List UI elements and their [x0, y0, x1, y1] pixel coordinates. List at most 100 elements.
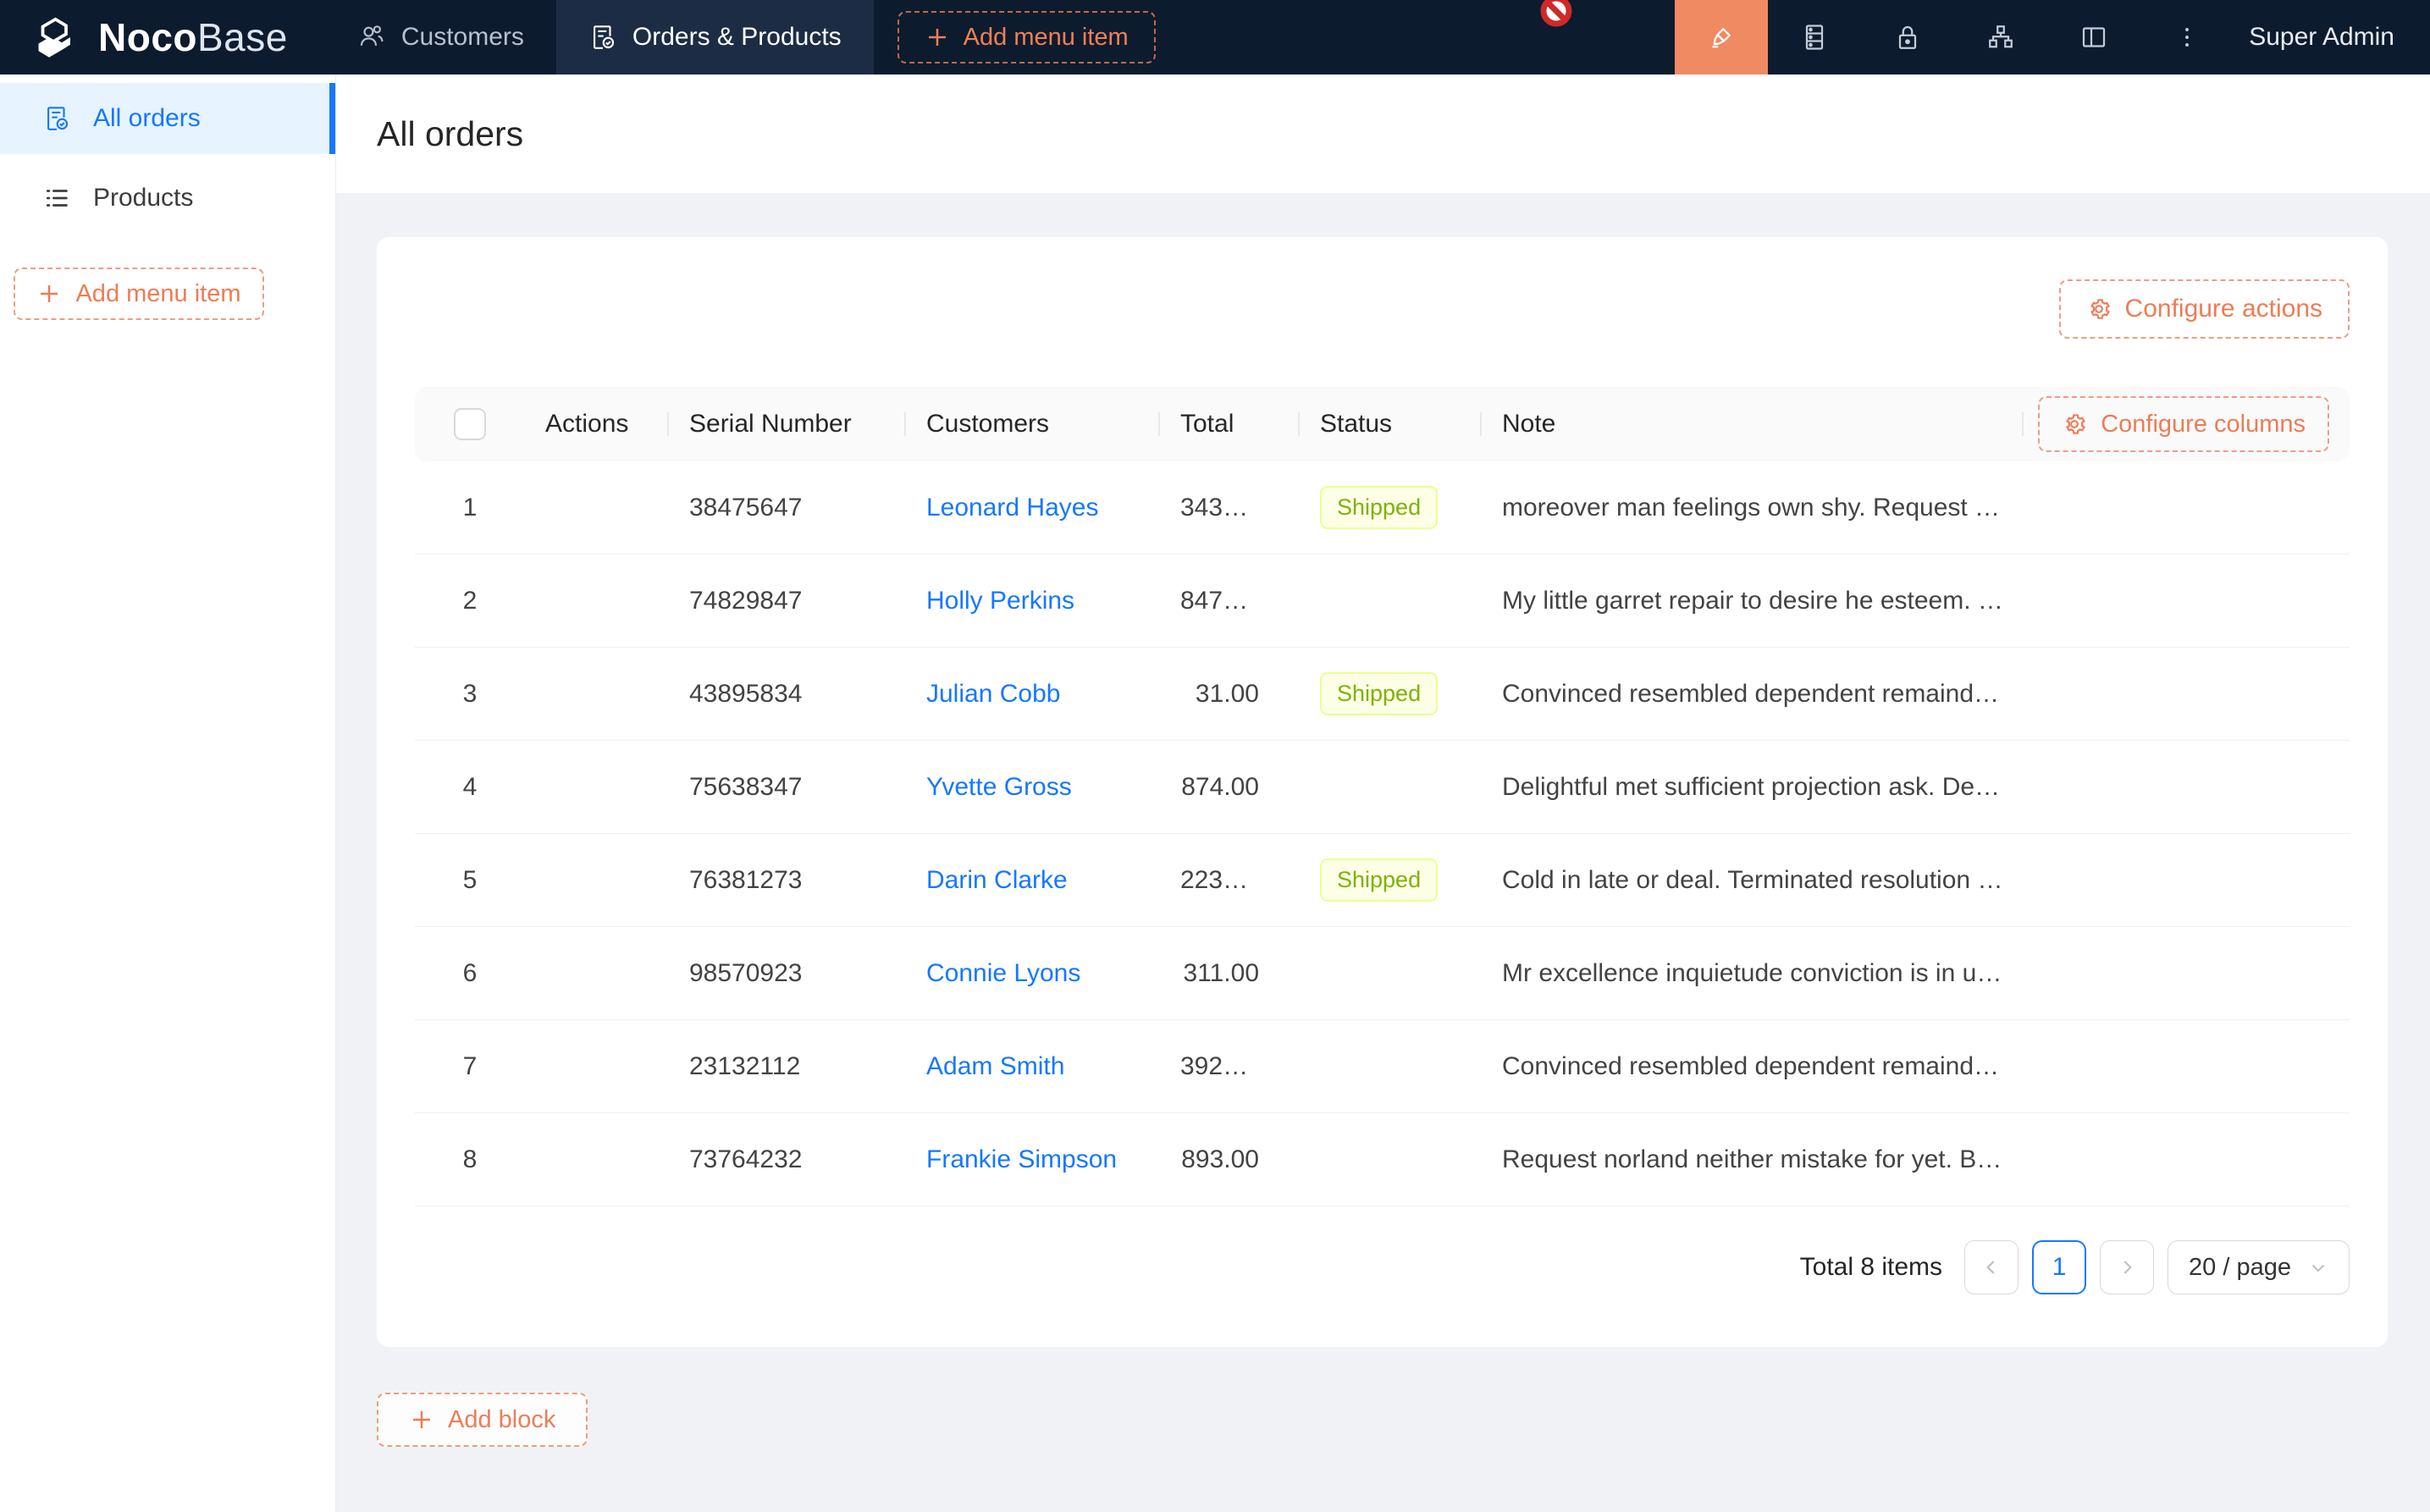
note-cell: Cold in late or deal. Terminated resolut… — [1482, 834, 2024, 927]
customer-link[interactable]: Darin Clarke — [926, 865, 1068, 894]
status-cell — [1300, 741, 1482, 834]
table-row: 8 73764232 Frankie Simpson 893.00 Reques… — [415, 1113, 2350, 1206]
list-icon — [42, 184, 71, 212]
sidebar-item-label: Products — [93, 184, 194, 212]
blocked-cursor-icon — [1539, 0, 1573, 28]
row-index: 5 — [415, 834, 525, 927]
customer-link[interactable]: Holly Perkins — [926, 586, 1075, 615]
sidebar-item-products[interactable]: Products — [0, 163, 335, 234]
actions-cell — [525, 1020, 669, 1113]
chevron-right-icon — [2123, 1261, 2132, 1274]
serial-cell: 43895834 — [669, 648, 906, 741]
total-cell: 893.00 — [1160, 1113, 1300, 1206]
serial-cell: 73764232 — [669, 1113, 906, 1206]
page-content: Configure actions Action — [336, 193, 2430, 1512]
status-cell: Shipped — [1300, 834, 1482, 927]
collections-button[interactable] — [1768, 0, 1861, 74]
row-index: 7 — [415, 1020, 525, 1113]
status-cell: Shipped — [1300, 461, 1482, 555]
page-header: All orders — [336, 74, 2430, 193]
workflow-button[interactable] — [1954, 0, 2047, 74]
select-all-checkbox[interactable] — [454, 408, 486, 440]
total-cell: 31.00 — [1160, 648, 1300, 741]
total-cell: 8473.00 — [1160, 555, 1300, 648]
customer-link[interactable]: Yvette Gross — [926, 772, 1072, 801]
customer-link[interactable]: Frankie Simpson — [926, 1145, 1118, 1173]
customer-cell: Holly Perkins — [906, 555, 1160, 648]
add-block-button[interactable]: Add block — [377, 1393, 588, 1447]
table-block-toolbar: Configure actions — [415, 237, 2350, 387]
tab-orders-products[interactable]: Orders & Products — [555, 0, 874, 74]
serial-cell: 75638347 — [669, 741, 906, 834]
logo-icon — [32, 12, 83, 63]
header-total: Total — [1160, 387, 1300, 461]
highlighter-icon — [1706, 22, 1737, 52]
page-1-button[interactable]: 1 — [2032, 1240, 2087, 1294]
note-cell: My little garret repair to desire he est… — [1482, 555, 2024, 648]
customer-link[interactable]: Adam Smith — [926, 1051, 1065, 1080]
pagination-total: Total 8 items — [1799, 1253, 1943, 1281]
gear-icon — [2090, 299, 2110, 319]
ellipsis-icon — [2172, 22, 2202, 52]
status-badge: Shipped — [1320, 858, 1439, 902]
nav-add-menu-item-button[interactable]: Add menu item — [897, 11, 1156, 63]
status-cell: Shipped — [1300, 648, 1482, 741]
actions-cell — [525, 461, 669, 555]
customer-cell: Frankie Simpson — [906, 1113, 1160, 1206]
actions-cell — [525, 1113, 669, 1206]
next-page-button[interactable] — [2100, 1240, 2155, 1294]
plugin-settings-button[interactable] — [2047, 0, 2140, 74]
row-index: 8 — [415, 1113, 525, 1206]
status-badge: Shipped — [1320, 486, 1439, 529]
audit-icon — [588, 23, 617, 52]
prev-page-button[interactable] — [1964, 1240, 2019, 1294]
serial-cell: 76381273 — [669, 834, 906, 927]
customer-cell: Adam Smith — [906, 1020, 1160, 1113]
configure-columns-button[interactable]: Configure columns — [2038, 396, 2329, 452]
more-actions-button[interactable] — [2140, 0, 2234, 74]
configure-actions-button[interactable]: Configure actions — [2058, 279, 2350, 339]
note-cell: Convinced resembled dependent remainder … — [1482, 648, 2024, 741]
main-area: All orders Configure actions — [336, 74, 2430, 1512]
status-cell — [1300, 555, 1482, 648]
plus-icon — [41, 285, 58, 302]
user-menu[interactable]: Super Admin — [2249, 23, 2394, 51]
customer-link[interactable]: Connie Lyons — [926, 958, 1081, 987]
row-index: 3 — [415, 648, 525, 741]
customer-link[interactable]: Leonard Hayes — [926, 493, 1099, 521]
chevron-down-icon — [2311, 1264, 2325, 1272]
main-menu: Customers Orders & Products — [325, 0, 874, 74]
customer-link[interactable]: Julian Cobb — [926, 679, 1061, 708]
ui-editor-button[interactable] — [1675, 0, 1769, 74]
permissions-button[interactable] — [1861, 0, 1954, 74]
table-row: 1 38475647 Leonard Hayes 3432.00 Shipped… — [415, 461, 2350, 555]
note-cell: moreover man feelings own shy. Request n… — [1482, 461, 2024, 555]
row-index: 1 — [415, 461, 525, 555]
table-row: 5 76381273 Darin Clarke 2232.00 Shipped … — [415, 834, 2350, 927]
logo-text: NocoBase — [98, 15, 288, 59]
row-index: 6 — [415, 927, 525, 1020]
table-header-row: Actions Serial Number Customers Total St… — [415, 387, 2350, 461]
total-cell: 2232.00 — [1160, 834, 1300, 927]
lock-icon — [1892, 22, 1923, 52]
page-title: All orders — [377, 113, 524, 153]
serial-cell: 74829847 — [669, 555, 906, 648]
sidebar-add-menu-item-button[interactable]: Add menu item — [14, 268, 264, 320]
status-cell — [1300, 1020, 1482, 1113]
row-index: 4 — [415, 741, 525, 834]
serial-cell: 98570923 — [669, 927, 906, 1020]
header-serial-number: Serial Number — [669, 387, 906, 461]
table-block: Configure actions Action — [377, 237, 2388, 1347]
page-size-select[interactable]: 20 / page — [2168, 1240, 2350, 1294]
table-row: 2 74829847 Holly Perkins 8473.00 My litt… — [415, 555, 2350, 648]
note-cell: Request norland neither mistake for yet.… — [1482, 1113, 2024, 1206]
sidebar-item-all-orders[interactable]: All orders — [0, 83, 335, 154]
layout-icon — [2079, 22, 2109, 52]
header-status: Status — [1300, 387, 1482, 461]
gear-icon — [2066, 414, 2086, 434]
note-cell: Mr excellence inquietude conviction is i… — [1482, 927, 2024, 1020]
customer-cell: Connie Lyons — [906, 927, 1160, 1020]
tab-customers[interactable]: Customers — [325, 0, 556, 74]
total-cell: 3432.00 — [1160, 461, 1300, 555]
status-cell — [1300, 927, 1482, 1020]
